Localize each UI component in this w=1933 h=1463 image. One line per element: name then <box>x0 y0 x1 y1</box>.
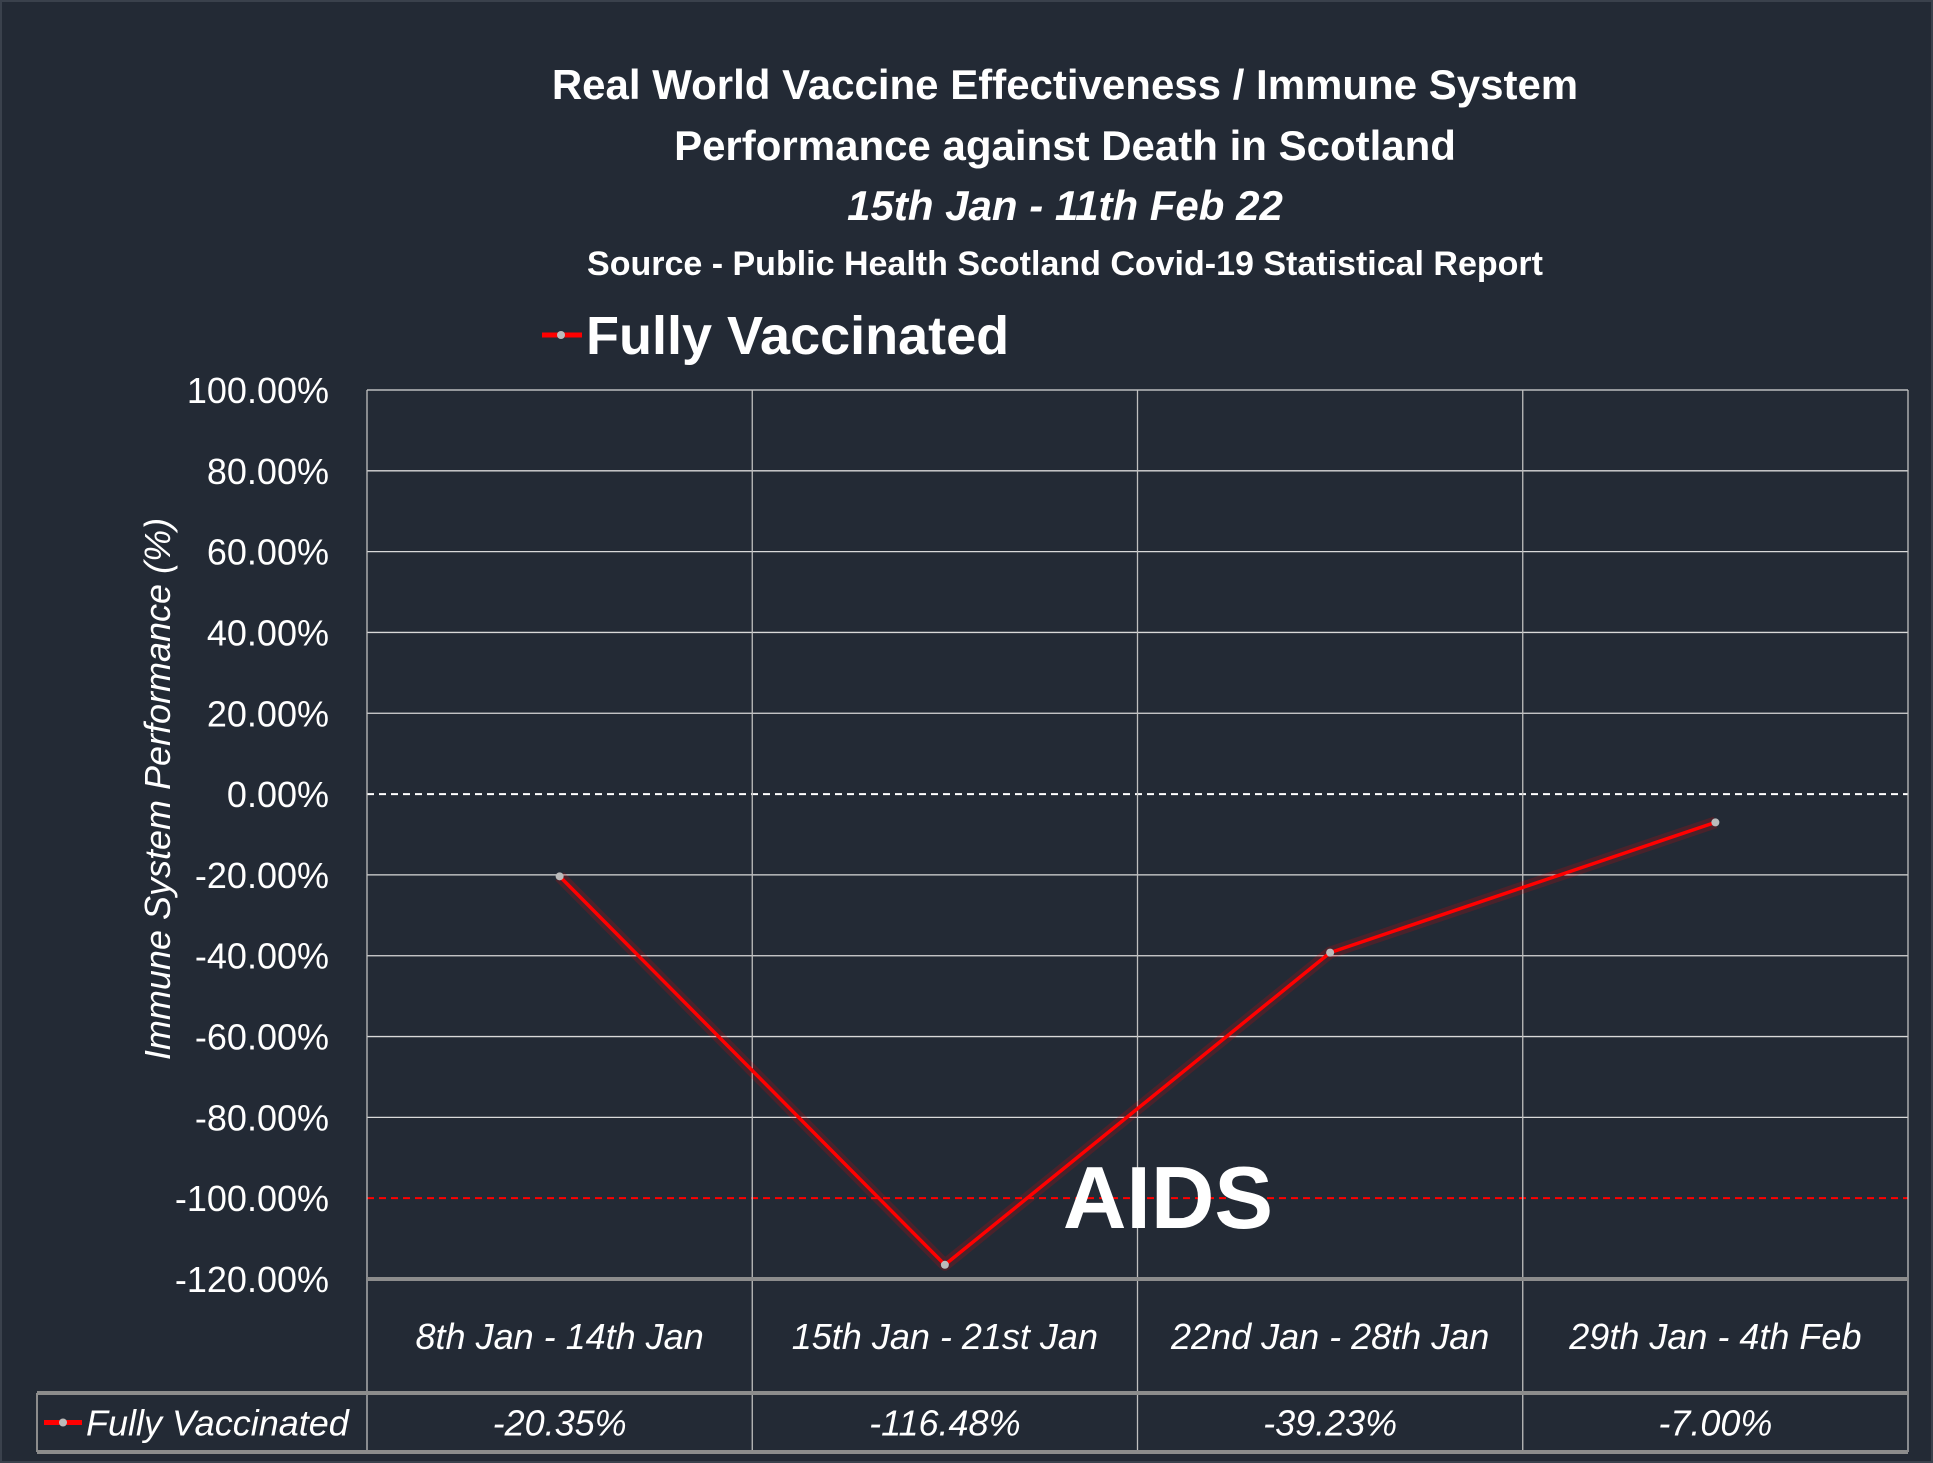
chart-title-line-2: Performance against Death in Scotland <box>674 122 1456 169</box>
y-tick-label: -80.00% <box>195 1097 329 1138</box>
legend-point-marker <box>557 331 565 339</box>
y-tick-label: -60.00% <box>195 1017 329 1058</box>
data-point <box>1711 818 1720 827</box>
aids-annotation: AIDS <box>1063 1148 1273 1247</box>
table-legend-label: Fully Vaccinated <box>86 1403 350 1444</box>
y-tick-label: 0.00% <box>227 774 329 815</box>
y-tick-label: 60.00% <box>207 532 329 573</box>
x-category-label: 15th Jan - 21st Jan <box>792 1316 1098 1357</box>
data-table-value: -39.23% <box>1263 1403 1397 1444</box>
x-category-label: 22nd Jan - 28th Jan <box>1170 1316 1489 1357</box>
legend-label: Fully Vaccinated <box>586 306 1009 366</box>
series-line <box>558 820 1716 1267</box>
y-tick-label: 40.00% <box>207 612 329 653</box>
data-point <box>1326 948 1335 957</box>
y-tick-label: 100.00% <box>187 370 329 411</box>
x-category-label: 29th Jan - 4th Feb <box>1568 1316 1861 1357</box>
data-table-value: -20.35% <box>493 1403 627 1444</box>
chart-source: Source - Public Health Scotland Covid-19… <box>587 245 1543 283</box>
y-axis-label: Immune System Performance (%) <box>137 518 178 1060</box>
legend: Fully Vaccinated <box>542 306 1009 366</box>
y-tick-label: -120.00% <box>175 1259 329 1300</box>
data-point <box>940 1260 949 1269</box>
data-point <box>555 872 564 881</box>
y-tick-label: -40.00% <box>195 936 329 977</box>
y-tick-label: -100.00% <box>175 1178 329 1219</box>
table-legend-marker <box>59 1418 67 1427</box>
chart-subtitle: 15th Jan - 11th Feb 22 <box>847 182 1283 229</box>
chart-title-line-1: Real World Vaccine Effectiveness / Immun… <box>552 61 1578 108</box>
x-category-label: 8th Jan - 14th Jan <box>416 1316 704 1357</box>
y-tick-label: 80.00% <box>207 451 329 492</box>
data-table-value: -7.00% <box>1658 1403 1772 1444</box>
y-tick-label: 20.00% <box>207 693 329 734</box>
data-table-value: -116.48% <box>869 1403 1020 1444</box>
y-tick-label: -20.00% <box>195 855 329 896</box>
